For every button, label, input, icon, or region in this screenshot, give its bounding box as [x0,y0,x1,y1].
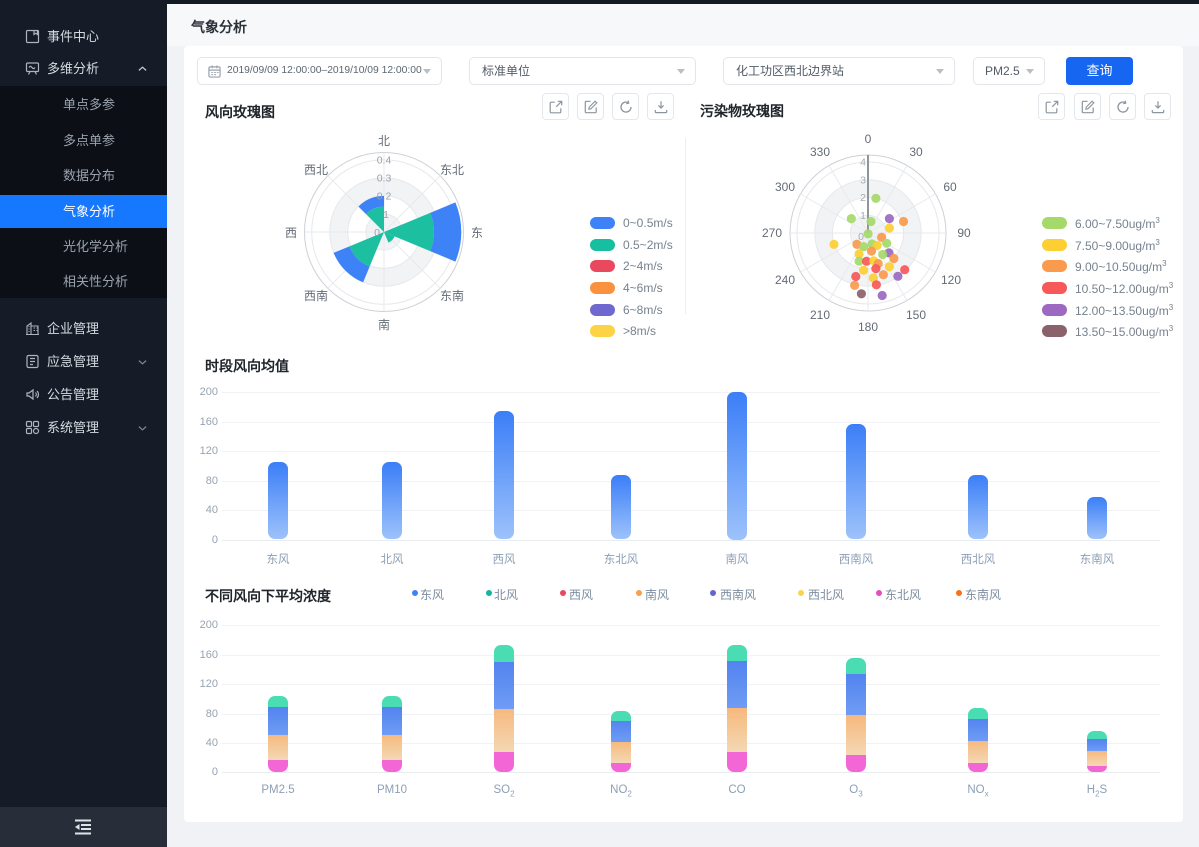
svg-text:北: 北 [378,134,390,148]
svg-text:东南: 东南 [440,288,464,303]
svg-text:1: 1 [860,210,866,222]
svg-text:0.4: 0.4 [377,155,392,167]
svg-text:4: 4 [860,157,866,169]
svg-text:180: 180 [858,320,878,334]
svg-text:0: 0 [858,231,864,243]
svg-text:东: 东 [471,226,483,240]
svg-text:330: 330 [810,145,830,159]
svg-text:150: 150 [906,308,926,322]
svg-text:270: 270 [762,226,782,240]
svg-text:0: 0 [865,132,872,146]
svg-text:90: 90 [957,226,971,240]
svg-text:西: 西 [285,226,297,240]
svg-text:300: 300 [775,180,795,194]
svg-text:0.2: 0.2 [377,191,392,203]
svg-text:60: 60 [943,180,957,194]
svg-text:西北: 西北 [304,163,328,177]
svg-text:210: 210 [810,308,830,322]
svg-text:西南: 西南 [304,288,328,303]
svg-text:120: 120 [941,273,961,287]
svg-text:3: 3 [860,174,866,186]
svg-text:2: 2 [860,192,866,204]
svg-text:1: 1 [383,209,389,221]
svg-text:30: 30 [909,145,923,159]
svg-text:0.3: 0.3 [377,173,392,185]
svg-text:0: 0 [374,227,380,239]
svg-text:东北: 东北 [440,163,464,177]
svg-text:240: 240 [775,273,795,287]
svg-text:南: 南 [378,317,390,332]
